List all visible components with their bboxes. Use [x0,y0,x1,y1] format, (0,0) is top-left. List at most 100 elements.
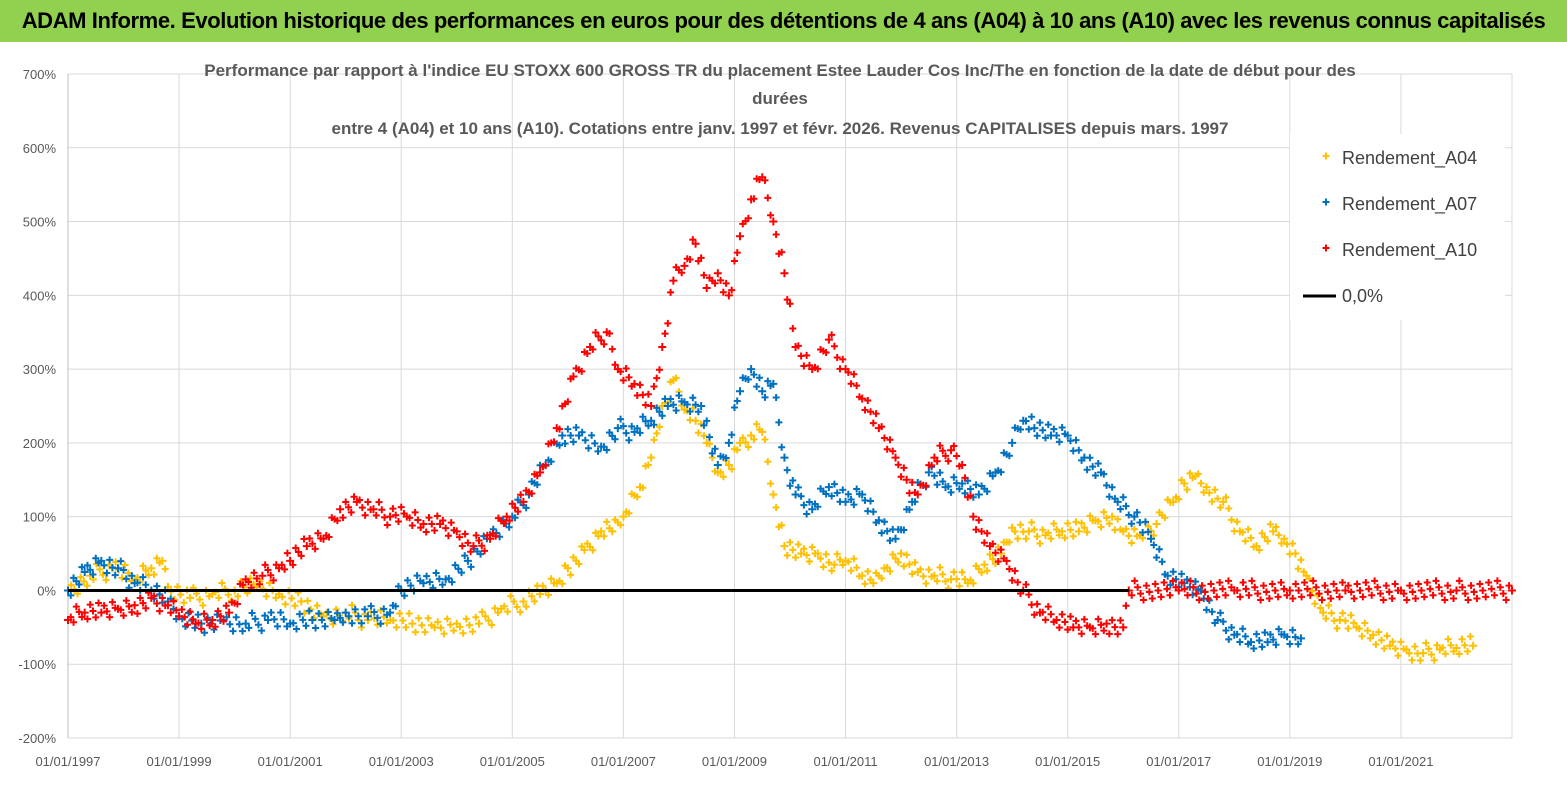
interpolated-point [969,579,977,587]
interpolated-point [686,408,694,416]
interpolated-point [445,574,453,582]
data-point [808,505,817,514]
interpolated-point [491,604,499,612]
interpolated-point [428,520,436,528]
interpolated-point [967,492,974,500]
interpolated-point [719,288,727,296]
interpolated-point [1072,617,1080,625]
interpolated-point [197,625,205,633]
interpolated-point [500,602,508,610]
interpolated-point [70,618,78,626]
interpolated-point [380,605,388,613]
x-tick-label: 01/01/2015 [1035,754,1100,769]
interpolated-point [370,608,378,616]
interpolated-point [836,498,844,506]
interpolated-point [1254,590,1262,598]
interpolated-point [822,490,830,498]
data-point [969,512,978,521]
interpolated-point [1482,593,1490,601]
interpolated-point [267,608,275,616]
interpolated-point [764,377,772,385]
interpolated-point [1416,657,1424,665]
interpolated-point [111,571,119,579]
interpolated-point [1322,615,1330,623]
y-tick-label: 400% [23,288,57,303]
interpolated-point [903,551,911,559]
interpolated-point [381,513,389,521]
interpolated-point [978,568,986,576]
interpolated-point [415,614,423,622]
data-point [924,468,933,477]
interpolated-point [1114,630,1122,638]
interpolated-point [1128,520,1136,528]
interpolated-point [447,519,455,527]
data-point [1008,523,1017,532]
interpolated-point [1250,644,1258,652]
interpolated-point [89,607,97,615]
interpolated-point [1499,590,1507,598]
x-tick-label: 01/01/2021 [1368,754,1433,769]
interpolated-point [1397,638,1405,646]
interpolated-point [1208,498,1216,506]
y-tick-label: 700% [23,67,57,82]
interpolated-point [431,526,439,534]
interpolated-point [1075,623,1083,631]
interpolated-point [1283,633,1291,641]
interpolated-point [158,594,166,602]
interpolated-point [1214,495,1222,503]
interpolated-point [83,582,91,590]
interpolated-point [251,615,259,623]
interpolated-point [1189,474,1197,482]
interpolated-point [983,529,991,537]
x-tick-label: 01/01/2017 [1146,754,1211,769]
interpolated-point [628,422,636,430]
interpolated-point [1025,425,1033,433]
interpolated-point [628,382,636,390]
data-point [1385,641,1394,650]
interpolated-point [418,621,426,629]
interpolated-point [1044,603,1052,611]
interpolated-point [200,629,208,637]
x-tick-label: 01/01/2009 [702,754,767,769]
interpolated-point [283,549,291,557]
interpolated-point [458,569,466,577]
interpolated-point [1336,593,1344,601]
interpolated-point [789,546,797,554]
interpolated-point [108,598,116,606]
data-point [1030,424,1039,433]
interpolated-point [224,591,232,599]
interpolated-point [589,345,597,353]
interpolated-point [392,511,400,519]
interpolated-point [1315,590,1323,598]
interpolated-point [678,269,686,277]
interpolated-point [844,490,852,498]
interpolated-point [603,518,611,526]
interpolated-point [961,489,969,497]
interpolated-point [700,421,708,429]
interpolated-point [1239,528,1247,536]
interpolated-point [1194,585,1202,593]
data-point [669,276,678,285]
interpolated-point [181,613,189,621]
interpolated-point [1111,623,1119,631]
interpolated-point [1103,514,1111,522]
interpolated-point [1391,645,1399,653]
interpolated-point [478,542,486,550]
interpolated-point [1208,608,1216,616]
interpolated-point [1286,550,1294,558]
data-point [1319,608,1328,617]
interpolated-point [522,603,530,611]
interpolated-point [156,590,164,598]
interpolated-point [336,614,344,622]
interpolated-point [220,617,228,625]
interpolated-point [636,381,644,389]
interpolated-point [528,490,536,498]
interpolated-point [492,532,500,540]
interpolated-point [367,602,375,610]
interpolated-point [1464,596,1472,604]
interpolated-point [1216,578,1224,586]
interpolated-point [348,619,356,627]
interpolated-point [1072,436,1080,444]
interpolated-point [1505,582,1513,590]
data-point [502,512,511,521]
